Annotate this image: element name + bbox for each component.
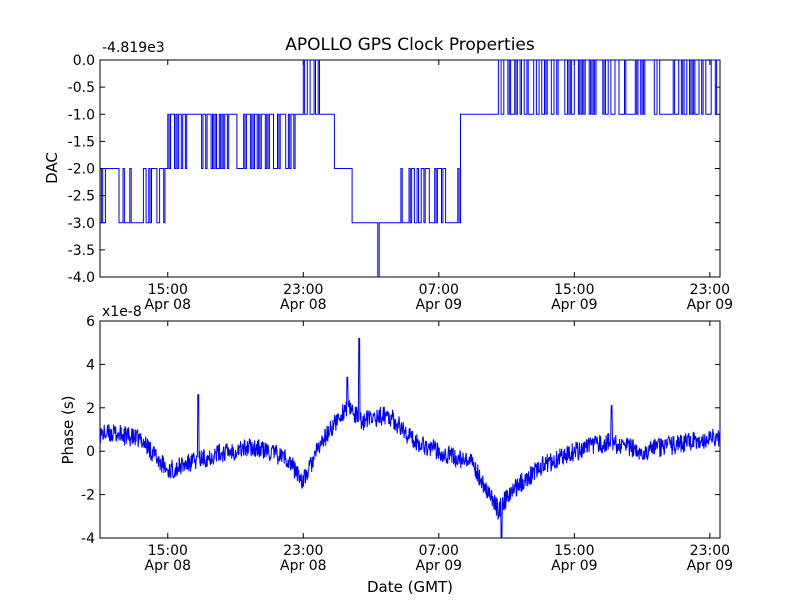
dac-y-tick-label: -0.5 [68, 80, 95, 96]
dac-y-tick-label: -2.5 [68, 189, 95, 205]
phase-x-tick-time: 23:00 [283, 543, 323, 559]
dac-y-tick-label: -1.0 [68, 107, 95, 123]
dac-line [100, 59, 720, 278]
dac-y-tick-label: -2.0 [68, 162, 95, 178]
dac-y-tick-label: -3.5 [68, 243, 95, 259]
dac-x-tick-date: Apr 08 [280, 297, 326, 313]
dac-x-tick-time: 23:00 [283, 282, 323, 298]
phase-line [99, 337, 721, 539]
figure-title: APOLLO GPS Clock Properties [285, 35, 535, 55]
phase-x-tick-time: 23:00 [690, 543, 730, 559]
dac-offset-label: -4.819e3 [102, 40, 165, 56]
dac-subplot: 0.0 -0.5 -1.0 -1.5 -2.0 -2.5 -3.0 -3.5 -4.0 15:0… [43, 40, 733, 313]
phase-x-tick-time: 15:00 [148, 543, 188, 559]
phase-x-axis-label: Date (GMT) [367, 578, 453, 596]
phase-y-tick-label: -4 [81, 531, 95, 547]
phase-y-axis-label: Phase (s) [59, 395, 77, 464]
phase-x-tick-date: Apr 09 [416, 558, 462, 574]
phase-x-tick-date: Apr 09 [551, 558, 597, 574]
dac-series [100, 59, 720, 278]
phase-series [99, 337, 721, 539]
phase-y-ticks: -4 -2 0 2 4 6 [81, 314, 720, 547]
dac-x-tick-date: Apr 09 [551, 297, 597, 313]
dac-x-tick-time: 23:00 [690, 282, 730, 298]
dac-y-tick-label: -4.0 [68, 270, 95, 286]
phase-y-tick-label: 4 [86, 357, 95, 373]
phase-y-tick-label: -2 [81, 488, 95, 504]
phase-x-tick-date: Apr 08 [280, 558, 326, 574]
phase-y-tick-label: 6 [86, 314, 95, 330]
phase-x-tick-time: 07:00 [419, 543, 459, 559]
dac-y-tick-label: -1.5 [68, 134, 95, 150]
phase-offset-label: x1e-8 [102, 304, 142, 320]
phase-y-tick-label: 2 [86, 401, 95, 417]
dac-x-tick-time: 15:00 [148, 282, 188, 298]
phase-x-tick-date: Apr 09 [687, 558, 733, 574]
phase-y-tick-label: 0 [86, 444, 95, 460]
dac-y-tick-label: -3.0 [68, 216, 95, 232]
dac-x-tick-date: Apr 09 [687, 297, 733, 313]
dac-y-tick-label: 0.0 [73, 53, 95, 69]
dac-x-tick-date: Apr 08 [145, 297, 191, 313]
dac-x-tick-date: Apr 09 [416, 297, 462, 313]
dac-x-tick-time: 15:00 [554, 282, 594, 298]
phase-x-tick-time: 15:00 [554, 543, 594, 559]
phase-x-tick-date: Apr 08 [145, 558, 191, 574]
dac-y-axis-label: DAC [43, 152, 61, 184]
dac-y-ticks: 0.0 -0.5 -1.0 -1.5 -2.0 -2.5 -3.0 -3.5 -4.0 [68, 53, 720, 286]
dac-x-tick-time: 07:00 [419, 282, 459, 298]
